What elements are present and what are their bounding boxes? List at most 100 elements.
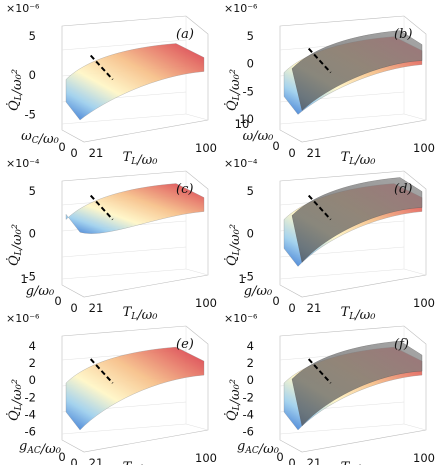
z-tick-label: -6	[243, 424, 254, 438]
surface-patch	[65, 43, 205, 121]
z-tick-label: 0	[247, 373, 254, 387]
z-axis-label: Q̇L/ω₀²	[224, 69, 243, 111]
x-axis-label: TL/ω₀	[341, 150, 377, 168]
y-axis-label: ω/ω₀	[243, 129, 275, 144]
axes-floor-edge-2	[61, 423, 187, 435]
y-tick-label: 0	[276, 450, 283, 464]
surface	[283, 177, 423, 267]
x-tick-label: 21	[89, 146, 104, 160]
surface	[65, 183, 205, 234]
x-tick-label: 100	[195, 451, 217, 465]
y-tick-label: 0	[58, 450, 65, 464]
z-tick-label: 5	[247, 29, 254, 43]
multiplier-label: ×10⁻⁶	[6, 312, 40, 325]
x-tick-label: 100	[413, 451, 435, 465]
z-tick-label: 0	[247, 227, 254, 241]
z-tick-label: -5	[243, 84, 254, 98]
y-tick-label: 0	[272, 139, 279, 153]
z-tick-label: -5	[243, 269, 254, 283]
overlay-surface-patch	[291, 30, 423, 111]
y-axis-label: ωC/ω₀	[21, 129, 59, 147]
x-axis-label: TL/ω₀	[123, 150, 159, 168]
x-tick-label: 0	[288, 146, 295, 160]
z-tick-label: 5	[29, 29, 36, 43]
z-tick-label: 0	[247, 57, 254, 71]
panel-label: (b)	[394, 27, 412, 42]
axes-floor-edge-2	[279, 113, 405, 125]
x-axis-label: TL/ω₀	[123, 460, 159, 465]
z-tick-label: -4	[25, 407, 36, 421]
multiplier-label: ×10⁻⁴	[224, 157, 258, 170]
y-tick-label: 0	[54, 294, 61, 308]
axes-floor-edge	[185, 268, 209, 276]
multiplier-label: ×10⁻⁴	[6, 157, 40, 170]
z-tick-label: 0	[29, 373, 36, 387]
x-tick-label: 0	[288, 456, 295, 465]
axes-floor-edge-2	[61, 268, 187, 280]
x-tick-label: 100	[413, 141, 435, 155]
z-axis-label: Q̇L/ω₀²	[224, 224, 243, 266]
dashed-marker-line	[89, 194, 114, 221]
surface-patch	[65, 183, 205, 234]
dashed-marker-line	[89, 358, 114, 384]
z-tick-label: 4	[29, 339, 36, 353]
axes-floor-edge	[185, 113, 209, 121]
z-tick-label: 0	[29, 227, 36, 241]
chart-panel-f: ×10⁻⁶(f)420-2-4-6Q̇L/ω₀²021100TL/ω₀0gAC/…	[224, 312, 435, 469]
z-tick-label: -2	[243, 390, 254, 404]
y-axis-label: g/ω₀	[244, 284, 273, 299]
x-tick-label: 100	[195, 296, 217, 310]
x-tick-label: 21	[307, 146, 322, 160]
z-tick-label: 0	[29, 68, 36, 82]
surface	[283, 340, 423, 431]
panel-label: (c)	[176, 182, 193, 197]
x-tick-label: 0	[288, 301, 295, 315]
z-tick-label: -5	[25, 107, 36, 121]
axes-floor-edge	[403, 113, 427, 121]
surface	[283, 30, 423, 115]
z-axis-label: Q̇L/ω₀²	[6, 69, 25, 111]
multiplier-label: ×10⁻⁶	[224, 312, 258, 325]
z-tick-label: 2	[29, 356, 36, 370]
x-tick-label: 21	[89, 456, 104, 465]
gridline	[61, 246, 187, 258]
y-axis-label: gAC/ω₀	[237, 439, 280, 457]
x-axis-label: TL/ω₀	[341, 305, 377, 323]
dashed-marker-line	[307, 358, 332, 384]
x-tick-label: 0	[70, 456, 77, 465]
overlay-surface-patch	[291, 340, 423, 427]
x-axis-label: TL/ω₀	[123, 305, 159, 323]
z-axis-label: Q̇L/ω₀²	[224, 379, 243, 421]
dashed-marker-line	[307, 194, 332, 221]
z-tick-label: -4	[243, 407, 254, 421]
y-axis-label: g/ω₀	[26, 284, 55, 299]
y-tick-label: 0	[58, 140, 65, 154]
y-axis-label: gAC/ω₀	[19, 439, 62, 457]
dashed-marker-line	[307, 47, 332, 74]
axes-floor-edge-2	[61, 113, 187, 125]
panel-label: (f)	[394, 337, 409, 352]
z-axis-label: Q̇L/ω₀²	[6, 379, 25, 421]
y-tick-label: 1	[238, 272, 245, 286]
axes-floor-edge	[403, 423, 427, 431]
z-tick-label: -10	[235, 112, 254, 126]
gridline	[61, 39, 187, 51]
multiplier-label: ×10⁻⁶	[6, 2, 40, 15]
x-axis-label: TL/ω₀	[341, 460, 377, 465]
z-tick-label: -5	[25, 269, 36, 283]
panel-label: (a)	[176, 27, 194, 42]
z-axis-label: Q̇L/ω₀²	[6, 224, 25, 266]
axes-floor-edge-2	[279, 268, 405, 280]
z-tick-label: 5	[29, 184, 36, 198]
x-tick-label: 21	[89, 301, 104, 315]
z-tick-label: 4	[247, 339, 254, 353]
surface	[65, 43, 205, 121]
y-tick-label: 10	[235, 117, 250, 131]
axes-floor-edge	[403, 268, 427, 276]
x-tick-label: 100	[195, 141, 217, 155]
